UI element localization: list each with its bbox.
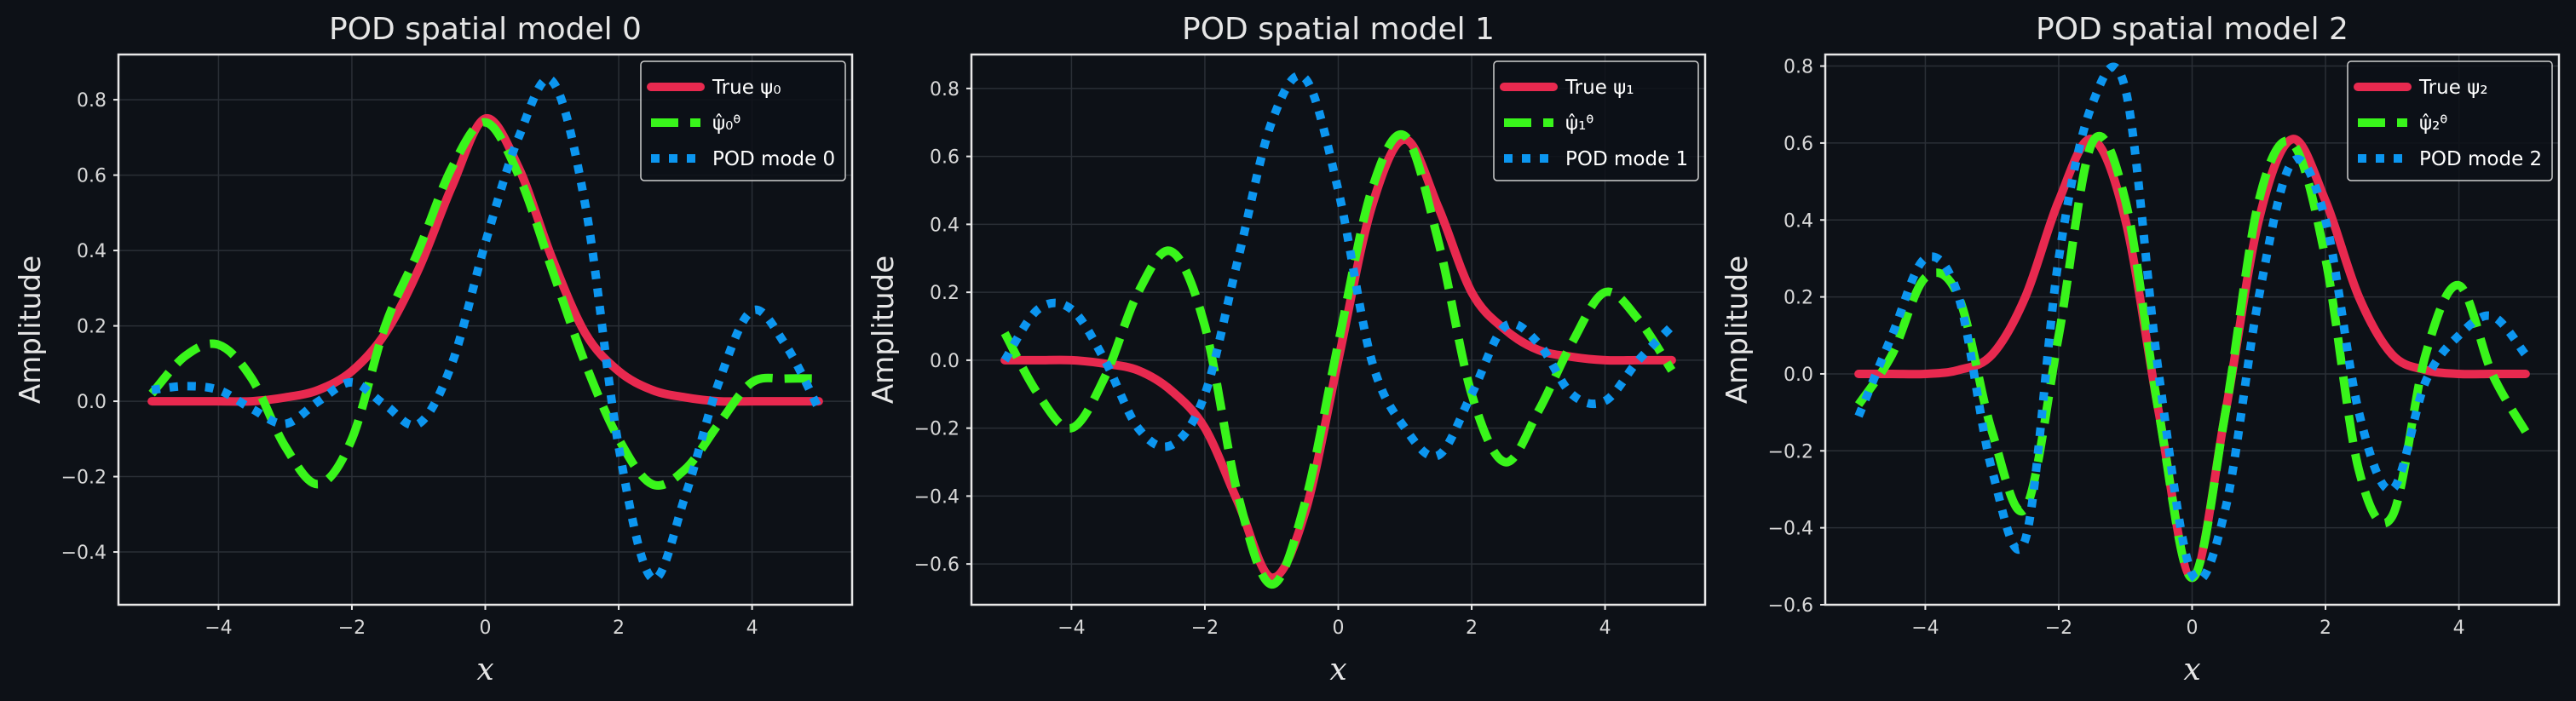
x-tick-label: 2	[613, 618, 625, 639]
y-tick-label: −0.4	[61, 543, 107, 564]
y-tick-label: 0.4	[930, 215, 960, 236]
y-tick-label: −0.4	[1768, 519, 1813, 540]
y-tick-label: −0.2	[1768, 441, 1813, 463]
y-tick-label: 0.2	[1784, 288, 1813, 309]
legend-label: ψ̂₂ᶿ	[2419, 112, 2448, 135]
y-tick-label: 0.8	[1784, 57, 1813, 78]
y-axis-label: Amplitude	[14, 256, 48, 404]
x-tick-label: −4	[205, 618, 232, 639]
x-axis-label: x	[476, 652, 493, 687]
y-tick-label: 0.4	[1784, 210, 1813, 232]
series-line-dashed	[148, 118, 819, 490]
x-tick-label: 4	[2453, 618, 2465, 639]
chart-title: POD spatial model 1	[1182, 12, 1495, 47]
y-tick-label: −0.4	[914, 486, 960, 508]
series-line-dashed	[1000, 130, 1676, 589]
legend-label: POD mode 1	[1565, 148, 1688, 170]
y-tick-label: 0.4	[77, 241, 107, 262]
y-tick-label: 0.8	[930, 79, 960, 101]
series-group	[147, 74, 823, 583]
x-tick-label: −2	[2045, 618, 2072, 639]
legend-label: True ψ₂	[2418, 77, 2488, 99]
chart-title: POD spatial model 2	[2036, 12, 2348, 47]
chart-panel-2: −4 −2 0 2 4 −0.6 −0.4 −0.2 0.0 0.2 0.4 0.6 0.8 POD sp…	[1720, 12, 2561, 687]
legend-label: POD mode 2	[2419, 148, 2542, 170]
x-tick-label: −2	[1191, 618, 1219, 639]
y-tick-label: −0.2	[61, 468, 107, 489]
x-axis-label: x	[2183, 652, 2200, 687]
x-tick-label: −4	[1057, 618, 1085, 639]
y-tick-label: 0.0	[77, 392, 107, 413]
y-tick-label: 0.0	[1784, 365, 1813, 386]
y-tick-label: 0.8	[77, 90, 107, 112]
y-tick-label: −0.6	[1768, 595, 1813, 617]
y-tick-label: 0.6	[77, 166, 107, 187]
series-line-dotted	[1854, 62, 2529, 585]
legend-label: ψ̂₁ᶿ	[1565, 112, 1594, 135]
x-tick-label: −4	[1911, 618, 1939, 639]
y-tick-label: −0.2	[914, 419, 960, 440]
legend-label: ψ̂₀ᶿ	[712, 112, 741, 135]
chart-title: POD spatial model 0	[329, 12, 642, 47]
legend: True ψ₂ ψ̂₂ᶿ POD mode 2	[2347, 60, 2553, 181]
x-tick-label: −2	[338, 618, 366, 639]
y-axis-label: Amplitude	[867, 256, 901, 404]
legend: True ψ₁ ψ̂₁ᶿ POD mode 1	[1493, 60, 1699, 181]
legend-label: POD mode 0	[712, 148, 835, 170]
y-axis-label: Amplitude	[1720, 256, 1755, 404]
x-tick-label: 0	[1333, 618, 1345, 639]
x-tick-label: 4	[746, 618, 758, 639]
chart-panel-0: −4 −2 0 2 4 −0.4 −0.2 0.0 0.2 0.4 0.6 0.8 POD spatia…	[14, 12, 854, 687]
y-tick-label: 0.6	[1784, 134, 1813, 155]
y-tick-label: 0.6	[930, 147, 960, 169]
x-tick-label: 2	[1466, 618, 1478, 639]
legend: True ψ₀ ψ̂₀ᶿ POD mode 0	[640, 60, 846, 181]
legend-label: True ψ₁	[1565, 77, 1634, 99]
y-tick-label: 0.2	[930, 283, 960, 304]
series-group	[1854, 62, 2530, 585]
chart-panel-1: −4 −2 0 2 4 −0.6 −0.4 −0.2 0.0 0.2 0.4 0.6 0.8 POD sp…	[867, 12, 1707, 687]
y-tick-label: 0.2	[77, 317, 107, 338]
series-group	[1000, 71, 1676, 589]
y-tick-label: 0.0	[930, 351, 960, 372]
x-tick-label: 4	[1599, 618, 1611, 639]
x-tick-label: 2	[2320, 618, 2331, 639]
legend-label: True ψ₀	[712, 77, 781, 99]
y-tick-label: −0.6	[914, 554, 960, 576]
x-axis-label: x	[1329, 652, 1346, 687]
x-tick-label: 0	[480, 618, 492, 639]
x-tick-label: 0	[2187, 618, 2199, 639]
